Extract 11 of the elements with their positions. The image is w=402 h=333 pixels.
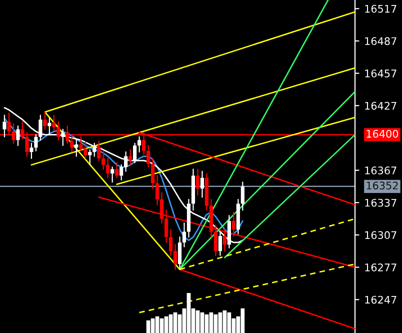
y-tick-label: 16487 [365,37,396,46]
y-tick-label: 16337 [365,198,396,207]
y-tick-label: 16367 [365,166,396,174]
y-tick-label: 16277 [365,263,396,272]
y-tick-label: 16457 [365,70,396,78]
ref-line-label: 16352 [366,182,398,190]
ref-line-label: 16400 [366,130,398,138]
y-tick-label: 16427 [365,102,396,110]
y-tick-label: 16517 [365,4,396,13]
y-tick-label: 16307 [365,231,396,240]
y-tick-label: 16247 [365,296,396,304]
